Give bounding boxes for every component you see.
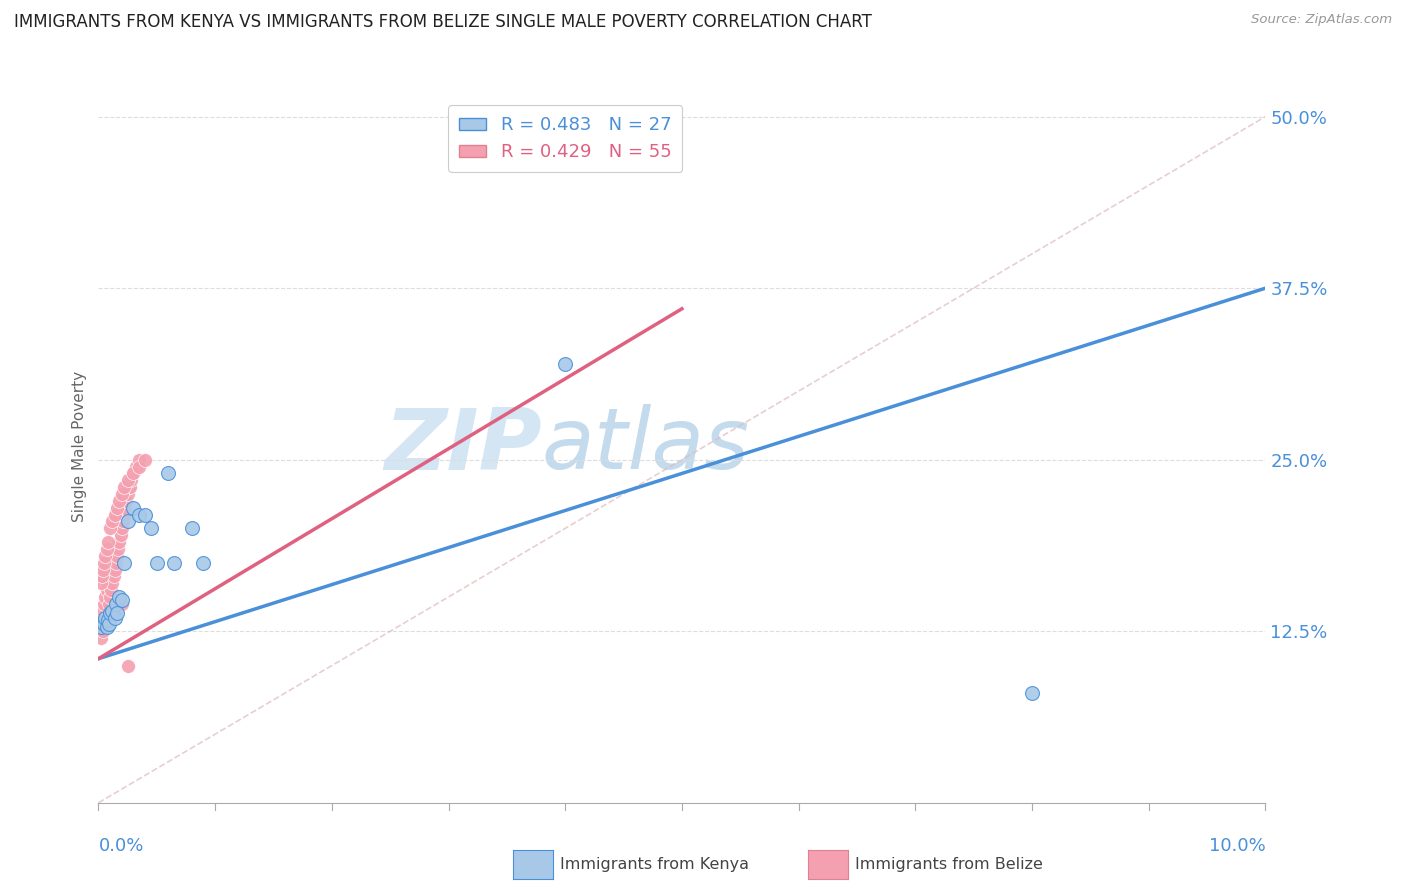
Point: [91, 562, 114, 576]
Point: [112, 556, 135, 570]
Point: [118, 480, 141, 494]
Point: [96, 583, 118, 598]
Point: [103, 569, 125, 583]
Point: [97, 535, 120, 549]
Point: [104, 508, 127, 522]
Point: [91, 604, 114, 618]
Point: [107, 541, 129, 556]
Point: [97, 576, 120, 591]
Point: [94, 617, 117, 632]
Point: [112, 508, 135, 522]
Point: [122, 467, 145, 481]
Point: [90, 620, 112, 634]
Point: [93, 556, 115, 570]
Point: [97, 617, 120, 632]
Legend: R = 0.483   N = 27, R = 0.429   N = 55: R = 0.483 N = 27, R = 0.429 N = 55: [449, 105, 682, 172]
Point: [90, 610, 112, 624]
Point: [111, 597, 134, 611]
Point: [93, 617, 115, 632]
Point: [122, 500, 145, 515]
Point: [115, 494, 138, 508]
Point: [108, 590, 131, 604]
Point: [117, 473, 139, 487]
Point: [104, 556, 127, 570]
Point: [90, 631, 112, 645]
Point: [111, 487, 134, 501]
Point: [98, 607, 121, 621]
Point: [104, 562, 127, 576]
Point: [1021, 686, 1043, 700]
Text: 0.0%: 0.0%: [98, 837, 143, 855]
Point: [157, 467, 180, 481]
Point: [104, 604, 127, 618]
Point: [98, 521, 121, 535]
Text: ZIP: ZIP: [384, 404, 541, 488]
Point: [111, 592, 134, 607]
Point: [180, 521, 202, 535]
Point: [112, 480, 135, 494]
Point: [90, 576, 112, 591]
Point: [105, 500, 128, 515]
Point: [120, 473, 142, 487]
Point: [117, 487, 139, 501]
Point: [128, 508, 150, 522]
Point: [104, 597, 127, 611]
Text: atlas: atlas: [541, 404, 749, 488]
Point: [98, 610, 121, 624]
Point: [108, 494, 131, 508]
Point: [97, 613, 120, 627]
Point: [118, 480, 141, 494]
Point: [93, 597, 115, 611]
Point: [98, 590, 121, 604]
Point: [96, 541, 118, 556]
Point: [163, 556, 186, 570]
Point: [134, 452, 156, 467]
Text: IMMIGRANTS FROM KENYA VS IMMIGRANTS FROM BELIZE SINGLE MALE POVERTY CORRELATION : IMMIGRANTS FROM KENYA VS IMMIGRANTS FROM…: [14, 13, 872, 31]
Point: [117, 658, 139, 673]
Point: [117, 515, 139, 529]
Point: [94, 610, 117, 624]
Text: 10.0%: 10.0%: [1209, 837, 1265, 855]
Point: [101, 515, 124, 529]
Point: [101, 576, 124, 591]
Text: Immigrants from Kenya: Immigrants from Kenya: [560, 857, 748, 871]
Point: [101, 604, 124, 618]
Text: Immigrants from Belize: Immigrants from Belize: [855, 857, 1043, 871]
Point: [97, 597, 120, 611]
Point: [94, 549, 117, 563]
Point: [111, 521, 134, 535]
Point: [125, 459, 148, 474]
Point: [94, 590, 117, 604]
Point: [91, 624, 114, 639]
Point: [139, 521, 162, 535]
Point: [96, 620, 118, 634]
Point: [100, 583, 122, 598]
Text: Source: ZipAtlas.com: Source: ZipAtlas.com: [1251, 13, 1392, 27]
Point: [108, 535, 131, 549]
Point: [111, 515, 134, 529]
Point: [554, 357, 576, 371]
Point: [122, 467, 145, 481]
Point: [90, 617, 112, 632]
Point: [114, 500, 136, 515]
Point: [105, 607, 128, 621]
Point: [128, 459, 150, 474]
Point: [104, 610, 127, 624]
Point: [193, 556, 215, 570]
Y-axis label: Single Male Poverty: Single Male Poverty: [72, 370, 87, 522]
Point: [90, 569, 112, 583]
Point: [105, 549, 128, 563]
Point: [91, 615, 114, 629]
Point: [128, 452, 150, 467]
Point: [134, 508, 156, 522]
Point: [110, 528, 132, 542]
Point: [146, 556, 169, 570]
